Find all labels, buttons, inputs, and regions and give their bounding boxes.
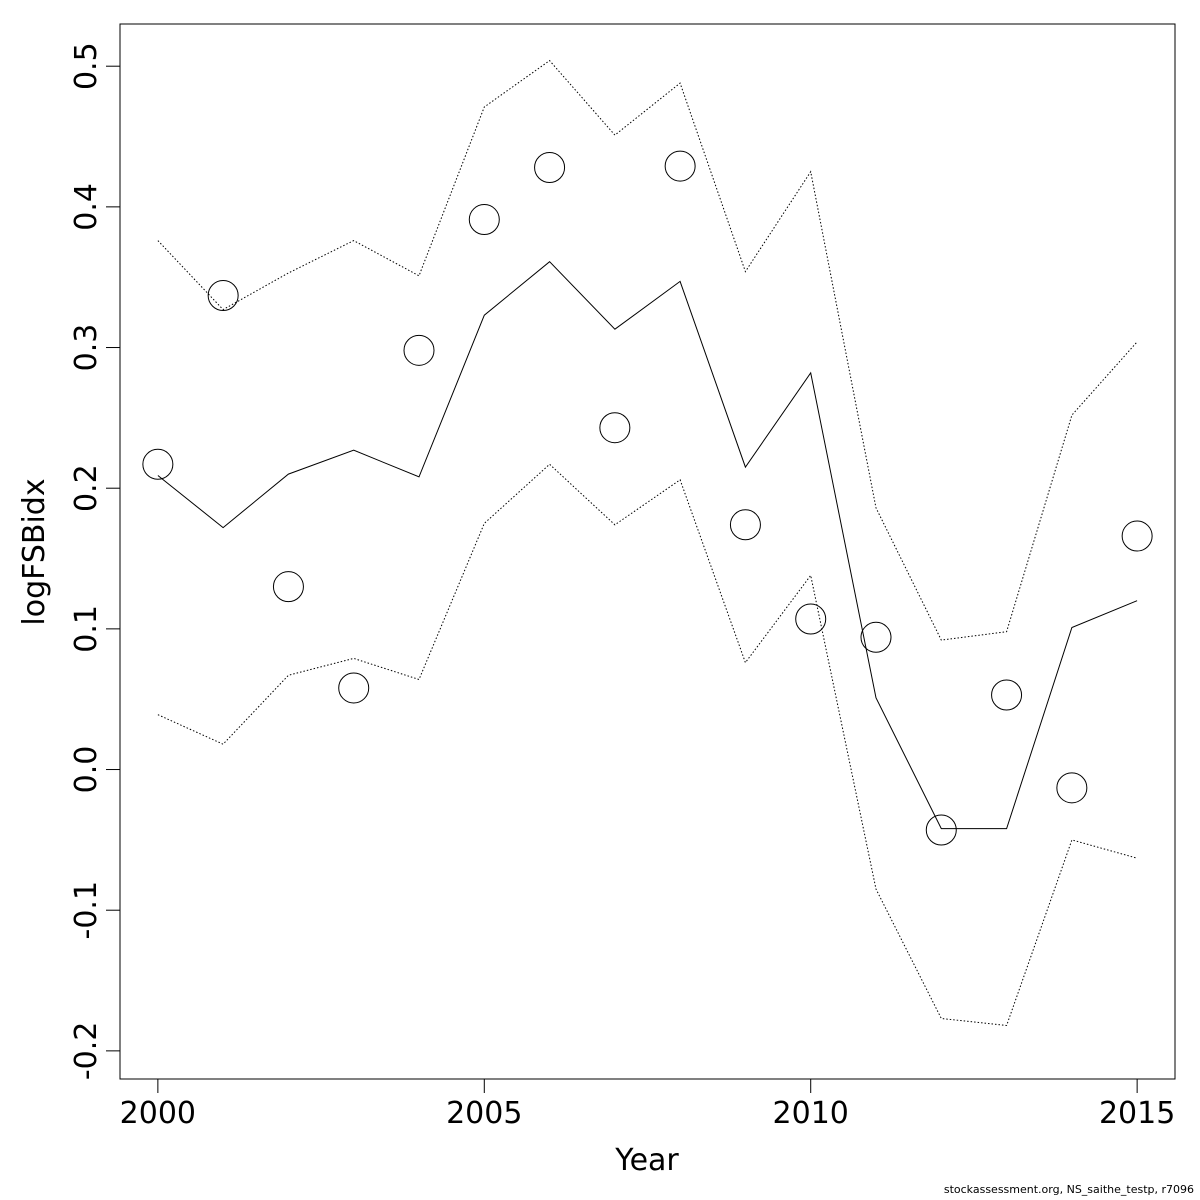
- x-axis-title: Year: [614, 1143, 679, 1178]
- observed-point: [1121, 520, 1153, 552]
- observed-point: [991, 679, 1023, 711]
- observed-point: [599, 412, 631, 444]
- observed-point: [142, 448, 174, 480]
- observed-point: [795, 603, 827, 635]
- observed-point: [403, 334, 435, 366]
- x-axis: 2000 2005 2010 2015: [120, 1079, 1175, 1131]
- x-tick-label: 2010: [773, 1096, 849, 1131]
- y-tick-label: 0.1: [69, 605, 104, 653]
- observed-point: [534, 151, 566, 183]
- observed-point: [860, 621, 892, 653]
- y-tick-label: 0.5: [69, 42, 104, 90]
- observed-point: [925, 814, 957, 846]
- y-tick-label: -0.1: [69, 881, 104, 940]
- x-tick-label: 2000: [120, 1096, 196, 1131]
- observed-point: [729, 509, 761, 541]
- y-tick-label: 0.2: [69, 464, 104, 512]
- observed-point: [338, 672, 370, 704]
- upper-line: [157, 59, 1138, 641]
- lower-line: [157, 463, 1138, 1027]
- y-tick-label: 0.4: [69, 183, 104, 231]
- y-axis-title: logFSBidx: [17, 478, 52, 625]
- y-axis: -0.2 -0.1 0.0 0.1 0.2 0.3 0.4 0.5: [69, 42, 120, 1080]
- observed-point: [1056, 772, 1088, 804]
- x-tick-label: 2005: [446, 1096, 522, 1131]
- series-layer: [157, 59, 1138, 1027]
- observed-point: [664, 150, 696, 182]
- y-tick-label: 0.0: [69, 746, 104, 794]
- y-tick-label: 0.3: [69, 324, 104, 372]
- plot-frame: [119, 23, 1176, 1080]
- x-tick-label: 2015: [1099, 1096, 1175, 1131]
- credit-text: stockassessment.org, NS_saithe_testp, r7…: [943, 1183, 1194, 1196]
- observed-point: [207, 279, 239, 311]
- observed-point: [468, 204, 500, 236]
- points-layer: [142, 150, 1153, 846]
- observed-point: [272, 571, 304, 603]
- y-tick-label: -0.2: [69, 1022, 104, 1081]
- fitted-line: [157, 261, 1138, 830]
